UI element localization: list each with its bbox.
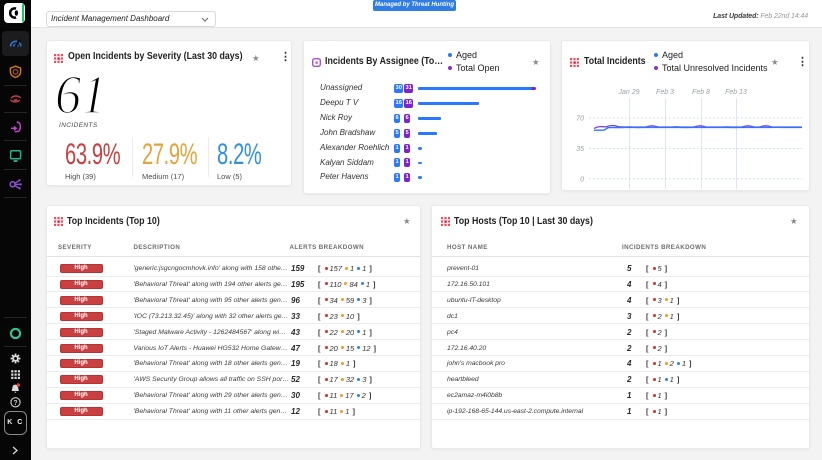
svg-text:Jan 29: Jan 29 (617, 89, 639, 96)
svg-text:0: 0 (580, 177, 584, 184)
svg-text:?: ? (13, 400, 17, 407)
svg-text:Feb 3: Feb 3 (656, 89, 674, 96)
svg-text:35: 35 (576, 146, 584, 153)
svg-text:70: 70 (576, 116, 584, 123)
svg-text:Feb 13: Feb 13 (725, 89, 747, 96)
svg-text:Feb 8: Feb 8 (692, 89, 710, 96)
